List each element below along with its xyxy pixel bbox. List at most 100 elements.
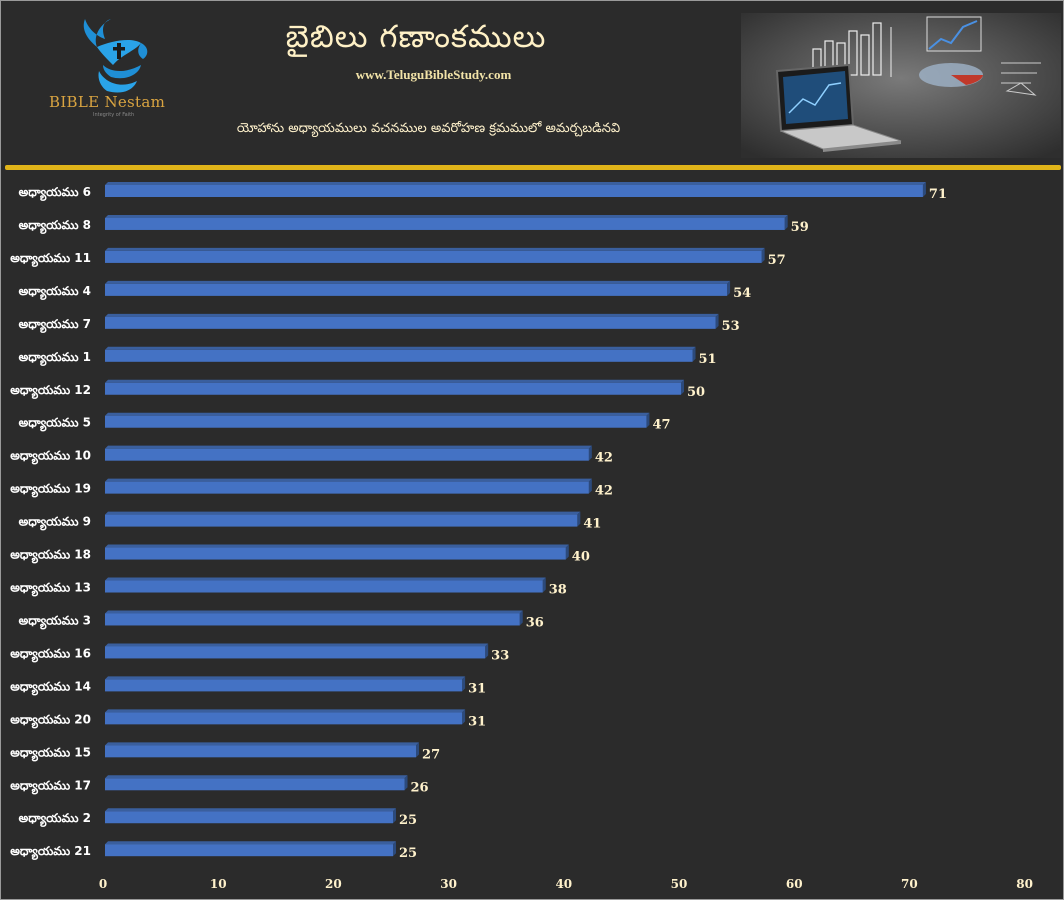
bar (105, 841, 396, 857)
page-title: బైబిలు గణాంకములు (285, 19, 547, 55)
bar-side-face (542, 577, 546, 593)
bar-front-face (105, 844, 393, 857)
x-tick-label: 80 (1016, 877, 1033, 891)
value-label: 53 (722, 319, 740, 334)
bar-top-face (105, 182, 926, 185)
bar-side-face (727, 280, 731, 296)
header: BIBLE Nestam Integrity of Faith బైబిలు గ… (1, 1, 1063, 161)
bar-side-face (761, 247, 765, 263)
value-label: 59 (791, 220, 809, 235)
bar-side-face (784, 214, 788, 230)
bar-side-face (692, 346, 696, 362)
category-label: అధ్యాయము 15 (10, 745, 91, 761)
value-label: 41 (583, 517, 601, 532)
x-tick-label: 30 (440, 877, 457, 891)
category-label: అధ్యాయము 6 (19, 185, 91, 201)
bar-side-face (922, 182, 926, 197)
category-label: అధ్యాయము 14 (10, 679, 91, 695)
value-labels: 71 59 57 54 53 51 50 47 42 42 41 40 38 36 33 31 31 27 26 25… (399, 187, 947, 861)
bar-front-face (105, 745, 417, 758)
bar-side-face (588, 445, 592, 461)
bar (105, 610, 523, 626)
bar-top-face (105, 280, 731, 284)
bar (105, 313, 719, 329)
value-label: 54 (733, 286, 751, 301)
category-label: అధ్యాయము 9 (19, 515, 91, 531)
value-label: 42 (595, 484, 613, 499)
x-tick-label: 70 (901, 877, 918, 891)
bar-front-face (105, 481, 589, 494)
bar (105, 742, 420, 758)
bar (105, 478, 592, 494)
value-label: 36 (526, 615, 544, 630)
bar-top-face (105, 313, 719, 317)
bar-top-face (105, 841, 396, 845)
bar (105, 709, 466, 725)
website-link[interactable]: www.TeluguBibleStudy.com (355, 67, 512, 82)
bar (105, 544, 569, 560)
bar-top-face (105, 544, 569, 548)
bar (105, 808, 396, 824)
bar-front-face (105, 448, 589, 461)
bar-front-face (105, 283, 728, 296)
x-tick-label: 40 (555, 877, 572, 891)
bar-top-face (105, 214, 788, 218)
value-label: 27 (422, 747, 440, 762)
category-label: అధ్యాయము 19 (10, 482, 91, 498)
bar-front-face (105, 514, 578, 527)
x-tick-label: 20 (325, 877, 342, 891)
bar-front-face (105, 349, 693, 362)
bar-top-face (105, 643, 489, 647)
header-divider (5, 165, 1061, 170)
dove-cross-hands-icon (83, 19, 148, 93)
x-tick-label: 0 (99, 877, 107, 891)
bar-front-face (105, 778, 405, 791)
value-label: 47 (652, 418, 670, 433)
bar-side-face (393, 808, 396, 824)
value-label: 57 (768, 253, 786, 268)
value-label: 33 (491, 648, 509, 663)
bar (105, 379, 684, 395)
category-label: అధ్యాయము 21 (10, 844, 91, 860)
bar-side-face (416, 742, 420, 758)
value-label: 31 (468, 714, 486, 729)
bar-front-face (105, 415, 647, 428)
value-label: 51 (699, 352, 717, 367)
bar-side-face (519, 610, 523, 626)
bar-top-face (105, 577, 546, 581)
bar-front-face (105, 580, 543, 593)
bar-top-face (105, 709, 466, 713)
bar-front-face (105, 712, 463, 725)
value-label: 26 (411, 780, 429, 795)
bar (105, 676, 466, 692)
bar (105, 643, 489, 659)
bars-layer (105, 182, 926, 857)
category-label: అధ్యాయము 13 (10, 581, 91, 597)
bar-side-face (485, 643, 489, 659)
bar-top-face (105, 610, 523, 614)
bar-top-face (105, 742, 420, 746)
bar-side-face (715, 313, 719, 329)
value-label: 42 (595, 451, 613, 466)
bar (105, 445, 592, 461)
bar-side-face (565, 544, 569, 560)
category-label: అధ్యాయము 10 (10, 449, 91, 465)
bar-side-face (681, 379, 684, 395)
bar-side-face (577, 511, 581, 527)
bar-top-face (105, 478, 592, 482)
bar-top-face (105, 379, 684, 383)
category-label: అధ్యాయము 7 (19, 317, 91, 333)
category-label: అధ్యాయము 12 (10, 383, 91, 399)
bar-top-face (105, 412, 650, 416)
bar-side-face (462, 676, 466, 692)
bar-side-face (404, 775, 408, 791)
bar (105, 346, 696, 362)
bar-side-face (646, 412, 650, 428)
value-label: 25 (399, 846, 417, 861)
bar-side-face (393, 841, 396, 857)
category-label: అధ్యాయము 11 (10, 251, 91, 267)
logo-text: BIBLE Nestam (49, 93, 166, 111)
value-label: 38 (549, 583, 567, 598)
category-label: అధ్యాయము 1 (19, 350, 91, 366)
